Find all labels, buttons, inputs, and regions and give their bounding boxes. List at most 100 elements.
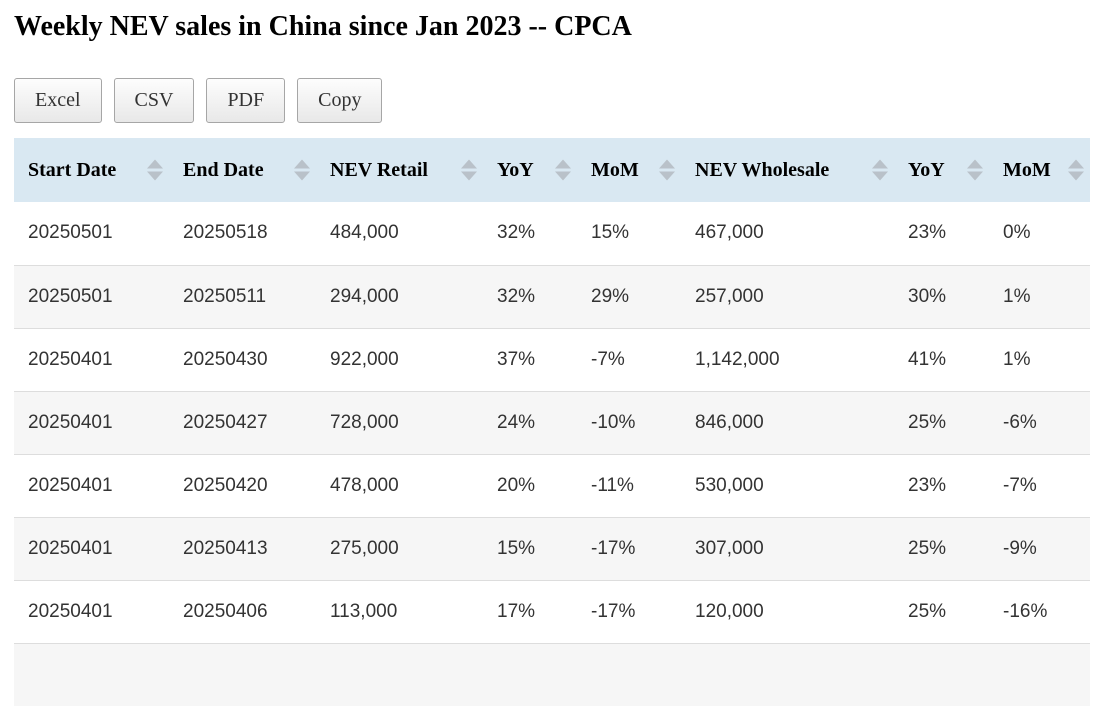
excel-button[interactable]: Excel	[14, 78, 102, 123]
cell-nev-wholesale: 467,000	[695, 222, 764, 244]
table-header: Start Date End Date NEV Retail YoY MoM NEV Wh…	[14, 138, 1090, 202]
cell-yoy-retail: 37%	[497, 348, 536, 370]
cell-empty	[989, 643, 1090, 706]
column-header-mom-retail[interactable]: MoM	[577, 138, 681, 202]
sort-icon	[147, 159, 163, 181]
cell-end-date: 20250413	[183, 537, 268, 559]
cell-start-date: 20250501	[28, 285, 113, 307]
copy-button[interactable]: Copy	[297, 78, 383, 123]
cell-mom-wholesale: -6%	[1003, 411, 1037, 433]
cell-mom-wholesale: 1%	[1003, 285, 1031, 307]
cell-mom-wholesale: -7%	[1003, 474, 1037, 496]
table-row-partial	[14, 643, 1090, 706]
column-header-mom-wholesale[interactable]: MoM	[989, 138, 1090, 202]
cell-nev-retail: 113,000	[330, 600, 398, 622]
sort-icon	[967, 159, 983, 181]
sort-desc-arrow-icon	[555, 171, 571, 181]
cell-mom-retail: -11%	[591, 474, 634, 496]
cell-end-date: 20250420	[183, 474, 268, 496]
cell-yoy-retail: 32%	[497, 285, 536, 307]
table-row: 20250401 20250427 728,000 24% -10% 846,000 25%…	[14, 391, 1090, 454]
sort-icon	[659, 159, 675, 181]
cell-end-date: 20250511	[183, 285, 267, 307]
cell-yoy-retail: 15%	[497, 537, 536, 559]
column-header-start-date[interactable]: Start Date	[14, 138, 169, 202]
cell-mom-retail: -17%	[591, 600, 636, 622]
cell-empty	[14, 643, 169, 706]
cell-mom-retail: -10%	[591, 411, 636, 433]
cell-mom-wholesale: 1%	[1003, 348, 1031, 370]
sort-icon	[872, 159, 888, 181]
column-label: MoM	[591, 158, 639, 181]
column-label: NEV Wholesale	[695, 158, 830, 181]
sort-desc-arrow-icon	[461, 171, 477, 181]
table-row: 20250501 20250518 484,000 32% 15% 467,000 23% 0…	[14, 202, 1090, 265]
cell-end-date: 20250427	[183, 411, 268, 433]
cell-yoy-wholesale: 23%	[908, 474, 947, 496]
cell-nev-wholesale: 307,000	[695, 537, 764, 559]
sort-icon	[555, 159, 571, 181]
cell-mom-wholesale: -16%	[1003, 600, 1048, 622]
cell-yoy-wholesale: 25%	[908, 411, 947, 433]
column-header-yoy-retail[interactable]: YoY	[483, 138, 577, 202]
sort-desc-arrow-icon	[294, 171, 310, 181]
cell-yoy-wholesale: 30%	[908, 285, 947, 307]
sort-desc-arrow-icon	[147, 171, 163, 181]
column-header-nev-wholesale[interactable]: NEV Wholesale	[681, 138, 894, 202]
cell-nev-retail: 728,000	[330, 411, 399, 433]
table-row: 20250501 20250511 294,000 32% 29% 257,000 30% 1…	[14, 265, 1090, 328]
cell-yoy-wholesale: 25%	[908, 600, 947, 622]
sort-icon	[461, 159, 477, 181]
csv-button[interactable]: CSV	[113, 78, 195, 123]
cell-start-date: 20250401	[28, 600, 113, 622]
cell-nev-wholesale: 846,000	[695, 411, 764, 433]
cell-nev-wholesale: 530,000	[695, 474, 764, 496]
cell-yoy-wholesale: 41%	[908, 348, 947, 370]
column-label: YoY	[908, 158, 945, 181]
cell-yoy-wholesale: 25%	[908, 537, 947, 559]
cell-mom-retail: 29%	[591, 285, 630, 307]
sort-icon	[1068, 159, 1084, 181]
cell-empty	[894, 643, 989, 706]
cell-empty	[577, 643, 681, 706]
cell-mom-retail: -7%	[591, 348, 625, 370]
cell-nev-retail: 275,000	[330, 537, 399, 559]
cell-mom-retail: 15%	[591, 222, 630, 244]
export-button-bar: Excel CSV PDF Copy	[14, 78, 1090, 123]
column-label: End Date	[183, 158, 264, 181]
column-header-nev-retail[interactable]: NEV Retail	[316, 138, 483, 202]
page-title: Weekly NEV sales in China since Jan 2023…	[14, 11, 632, 42]
cell-mom-wholesale: 0%	[1003, 222, 1031, 244]
cell-yoy-wholesale: 23%	[908, 222, 947, 244]
sort-asc-arrow-icon	[294, 159, 310, 169]
table-row: 20250401 20250420 478,000 20% -11% 530,000 23%…	[14, 454, 1090, 517]
cell-nev-wholesale: 120,000	[695, 600, 764, 622]
cell-start-date: 20250501	[28, 222, 113, 244]
cell-mom-retail: -17%	[591, 537, 636, 559]
column-label: Start Date	[28, 158, 117, 181]
cell-end-date: 20250430	[183, 348, 268, 370]
column-header-yoy-wholesale[interactable]: YoY	[894, 138, 989, 202]
cell-nev-retail: 478,000	[330, 474, 399, 496]
column-label: MoM	[1003, 158, 1051, 181]
cell-end-date: 20250518	[183, 222, 268, 244]
table-row: 20250401 20250406 113,000 17% -17% 120,000 25%…	[14, 580, 1090, 643]
cell-nev-retail: 294,000	[330, 285, 399, 307]
nev-sales-table: Start Date End Date NEV Retail YoY MoM NEV Wh…	[14, 138, 1090, 706]
sort-asc-arrow-icon	[1068, 159, 1084, 169]
cell-start-date: 20250401	[28, 537, 113, 559]
header-row: Start Date End Date NEV Retail YoY MoM NEV Wh…	[14, 138, 1090, 202]
cell-start-date: 20250401	[28, 411, 113, 433]
table-body: 20250501 20250518 484,000 32% 15% 467,000 23% 0…	[14, 202, 1090, 706]
column-header-end-date[interactable]: End Date	[169, 138, 316, 202]
table-row: 20250401 20250430 922,000 37% -7% 1,142,000 41…	[14, 328, 1090, 391]
pdf-button[interactable]: PDF	[206, 78, 286, 123]
cell-nev-wholesale: 1,142,000	[695, 348, 780, 370]
cell-yoy-retail: 20%	[497, 474, 536, 496]
cell-yoy-retail: 32%	[497, 222, 536, 244]
sort-desc-arrow-icon	[659, 171, 675, 181]
sort-asc-arrow-icon	[967, 159, 983, 169]
column-label: YoY	[497, 158, 534, 181]
cell-mom-wholesale: -9%	[1003, 537, 1037, 559]
